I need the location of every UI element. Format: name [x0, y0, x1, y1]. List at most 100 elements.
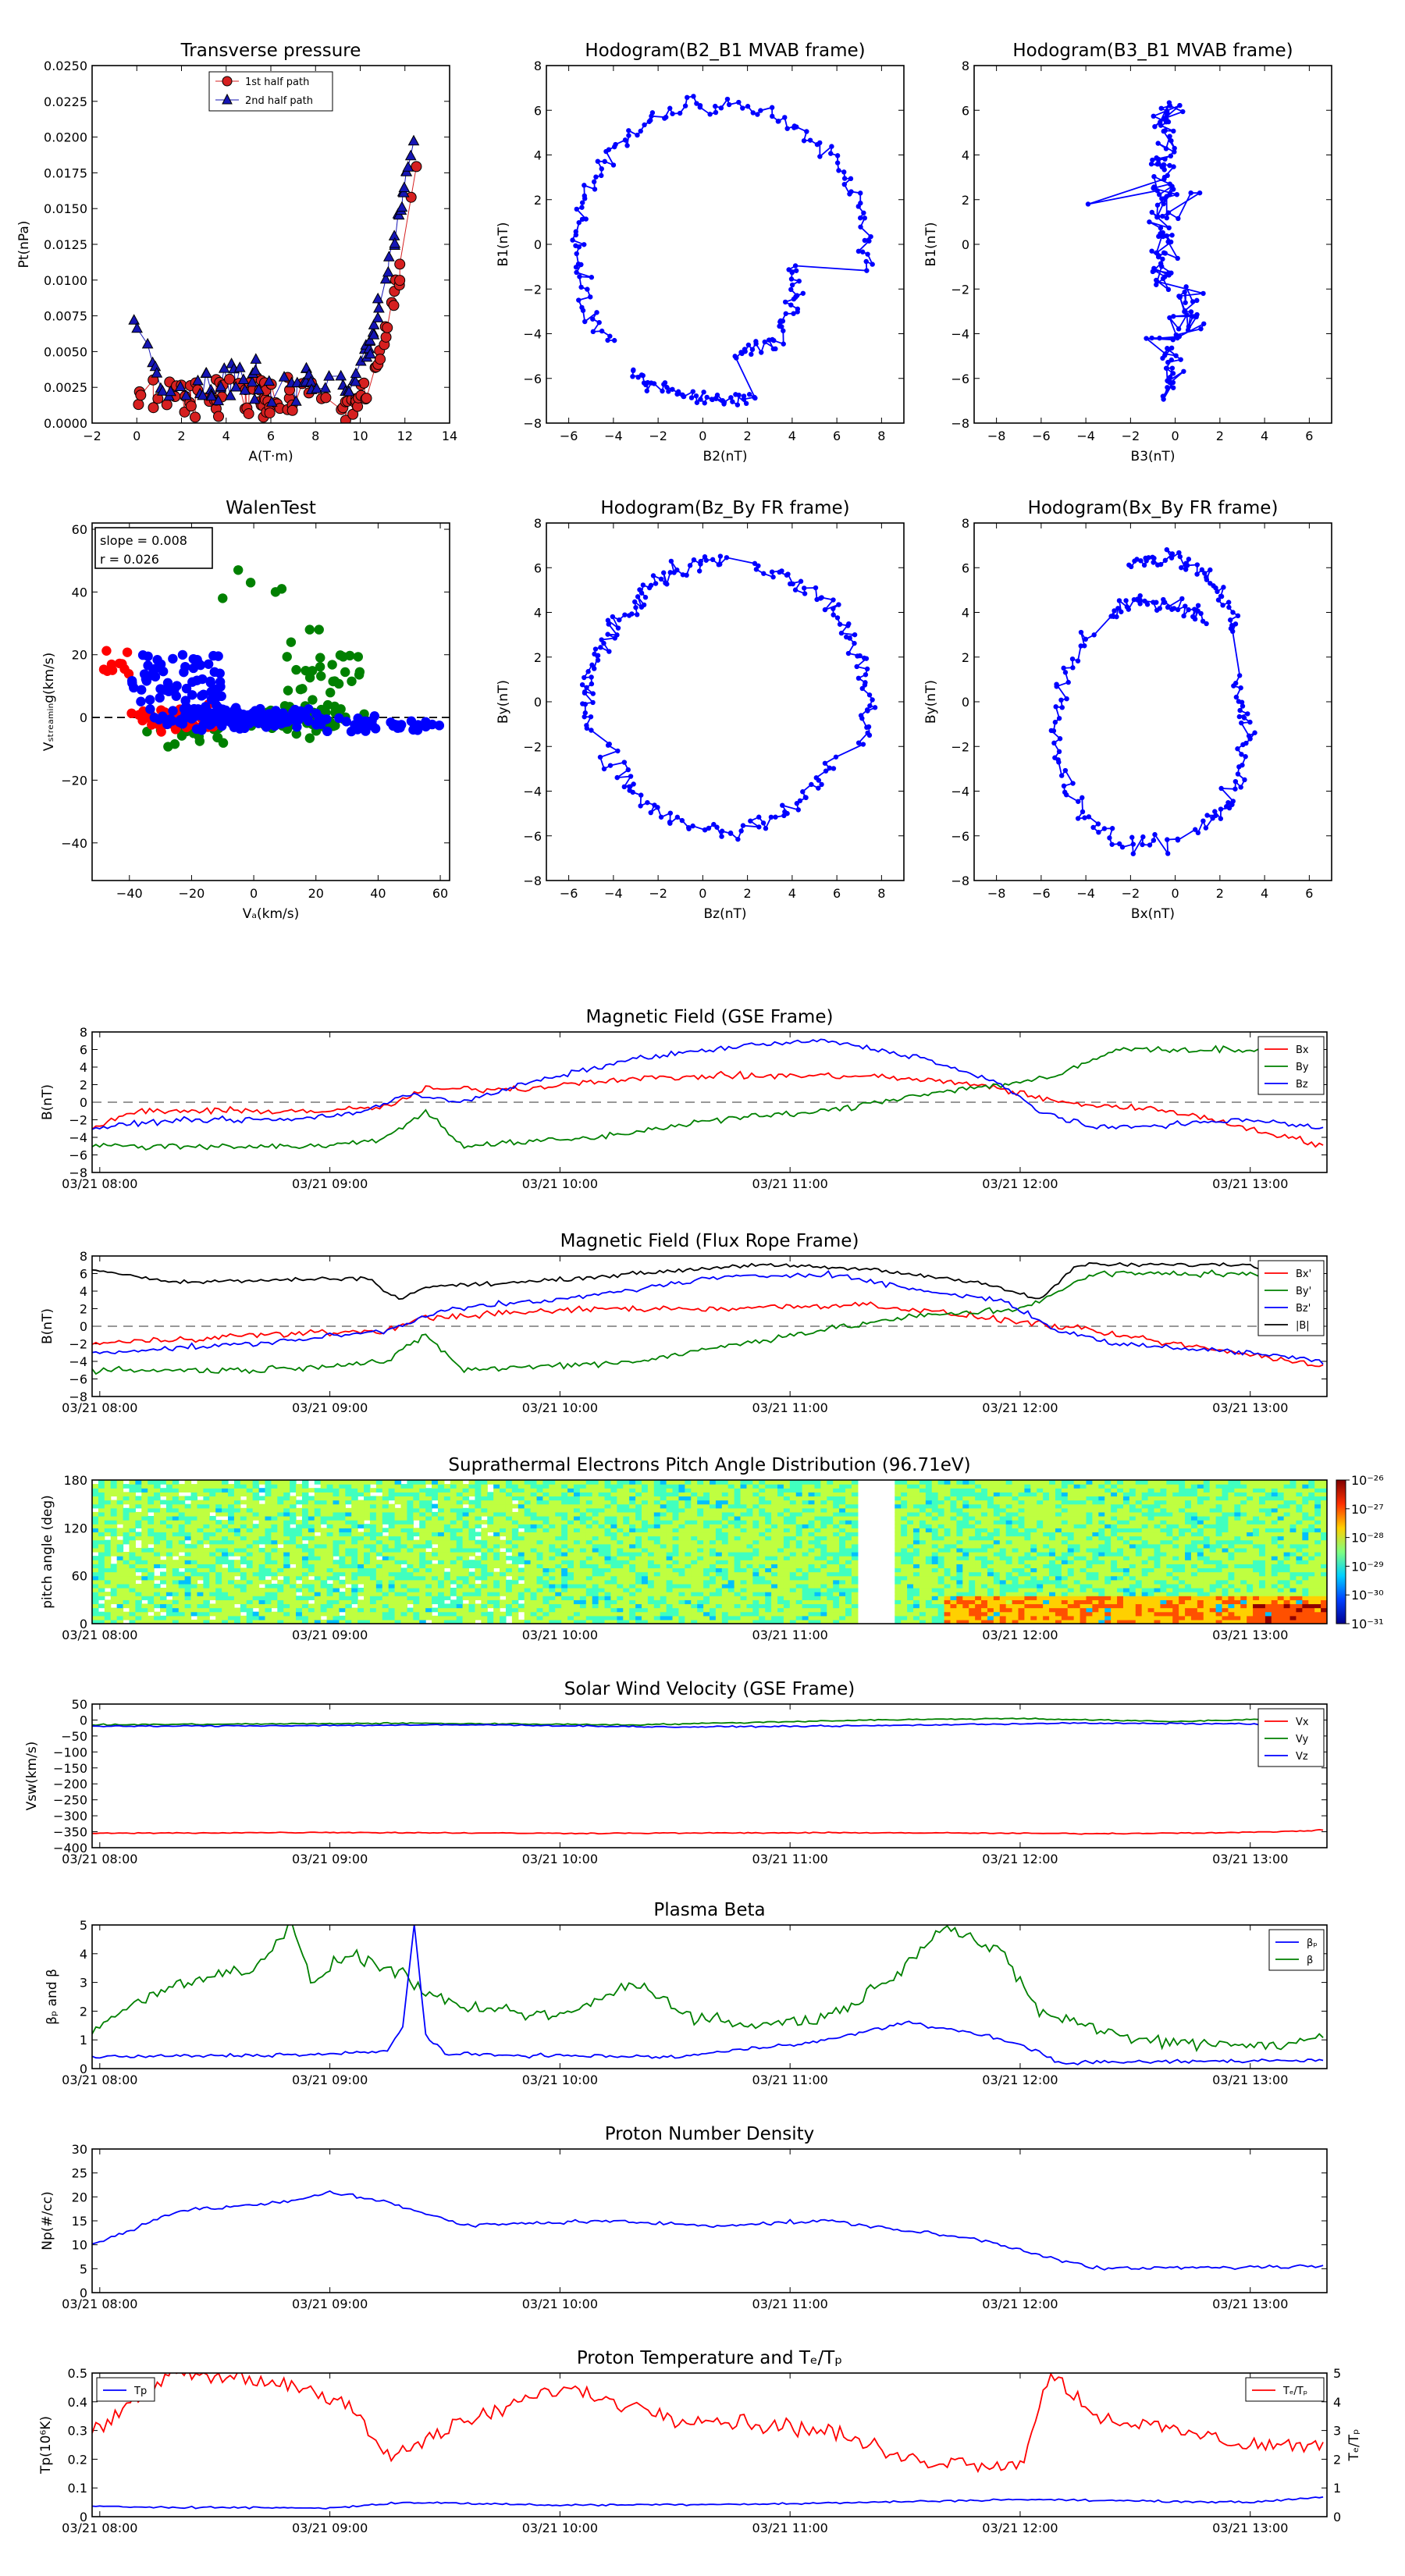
pad-cell	[425, 1535, 432, 1541]
pad-cell	[240, 1492, 247, 1497]
pad-cell	[364, 1480, 371, 1485]
pad-cell	[598, 1532, 606, 1537]
pad-cell	[252, 1575, 260, 1581]
pad-cell	[265, 1607, 272, 1613]
pad-cell	[178, 1571, 186, 1577]
pad-cell	[407, 1583, 414, 1589]
walen-point	[315, 662, 325, 672]
pad-cell	[92, 1535, 99, 1541]
pad-cell	[345, 1567, 352, 1573]
pad-cell	[524, 1496, 532, 1501]
pad-cell	[110, 1532, 118, 1537]
pad-cell	[246, 1619, 254, 1624]
pad-cell	[592, 1599, 599, 1605]
pad-cell	[505, 1607, 513, 1613]
h3-point	[691, 557, 697, 563]
h2-point	[1163, 116, 1168, 121]
pad-cell	[308, 1579, 315, 1585]
pad-cell	[290, 1599, 297, 1605]
pad-cell	[635, 1516, 642, 1521]
h4-point	[1137, 597, 1143, 603]
pad-cell	[308, 1571, 315, 1577]
pad-cell	[184, 1619, 192, 1624]
pad-cell	[505, 1599, 513, 1605]
pad-cell	[518, 1588, 525, 1592]
pad-cell	[129, 1516, 136, 1521]
pad-cell	[475, 1511, 482, 1517]
walen-point	[147, 720, 157, 730]
pad-cell	[407, 1488, 414, 1493]
pad-cell	[443, 1588, 451, 1592]
h2-point	[1144, 336, 1149, 341]
pad-cell	[364, 1488, 371, 1493]
pad-cell	[290, 1539, 297, 1545]
pad-cell	[141, 1583, 148, 1589]
h3-title: Hodogram(Bz_By FR frame)	[600, 498, 849, 518]
pad-cell	[549, 1488, 556, 1493]
pad-cell	[265, 1619, 272, 1624]
pad-cell	[339, 1607, 346, 1613]
pad-cell	[388, 1571, 396, 1577]
pad-cell	[258, 1552, 266, 1557]
pad-cell	[369, 1511, 377, 1517]
pad-cell	[610, 1556, 617, 1560]
pad-cell	[443, 1564, 451, 1569]
h4-point	[1130, 841, 1136, 847]
pad-cell	[123, 1603, 130, 1609]
walen-point	[334, 713, 344, 724]
pad-cell	[314, 1571, 322, 1577]
pad-cell	[301, 1543, 309, 1549]
pad-cell	[462, 1575, 470, 1581]
pad-cell	[222, 1480, 229, 1485]
pad-cell	[98, 1484, 105, 1489]
pad-cell	[339, 1603, 346, 1609]
pad-cell	[647, 1619, 655, 1624]
h2-ytick-label: −8	[951, 416, 969, 431]
pad-cell	[419, 1484, 426, 1489]
pt-point-2nd	[407, 134, 420, 146]
walen-point	[354, 667, 365, 677]
pad-cell	[475, 1603, 482, 1609]
h4-point	[1152, 831, 1158, 838]
h2-point	[1165, 210, 1172, 215]
pad-cell	[635, 1492, 642, 1497]
pad-cell	[116, 1547, 124, 1553]
pad-cell	[129, 1607, 136, 1613]
pad-cell	[116, 1484, 124, 1489]
pad-cell	[382, 1520, 389, 1525]
pad-cell	[500, 1488, 507, 1493]
pad-cell	[375, 1583, 383, 1589]
pad-cell	[530, 1599, 538, 1605]
pad-cell	[172, 1547, 180, 1553]
h4-ytick-label: 0	[962, 695, 969, 710]
pad-cell	[579, 1615, 587, 1621]
h4-point	[1053, 704, 1058, 710]
pad-cell	[629, 1571, 636, 1577]
pad-cell	[623, 1507, 630, 1513]
pad-cell	[481, 1480, 488, 1485]
walen-point	[282, 652, 292, 662]
h3-point	[761, 571, 767, 576]
pad-cell	[567, 1535, 574, 1541]
pad-cell	[301, 1567, 309, 1573]
pad-cell	[364, 1603, 371, 1609]
pad-cell	[592, 1492, 599, 1497]
pad-cell	[271, 1592, 278, 1596]
pad-cell	[104, 1567, 112, 1573]
pad-cell	[592, 1539, 599, 1545]
h3-point	[859, 685, 865, 692]
pad-cell	[592, 1583, 599, 1589]
pad-cell	[265, 1547, 272, 1553]
h2-point	[1169, 365, 1176, 371]
pad-cell	[357, 1543, 365, 1549]
h3-point	[638, 792, 644, 798]
pad-cell	[301, 1603, 309, 1609]
pad-cell	[148, 1607, 155, 1613]
h2-xtick-label: 0	[1172, 429, 1179, 443]
pad-cell	[443, 1492, 451, 1497]
pad-cell	[419, 1611, 426, 1617]
pad-cell	[536, 1599, 544, 1605]
pad-cell	[536, 1575, 544, 1581]
pad-cell	[258, 1607, 266, 1613]
pad-cell	[165, 1567, 173, 1573]
